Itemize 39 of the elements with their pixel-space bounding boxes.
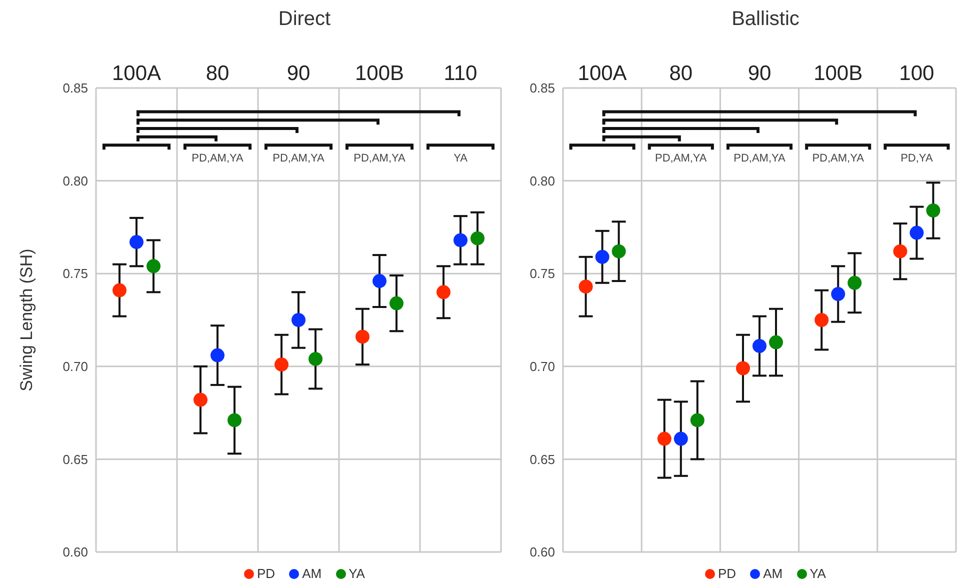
y-tick-label: 0.70 bbox=[530, 359, 555, 374]
x-tick-label: 100A bbox=[578, 62, 627, 85]
x-tick-label: 80 bbox=[669, 62, 693, 85]
annotation: YA bbox=[454, 152, 468, 164]
x-tick-label: 100 bbox=[899, 62, 934, 85]
y-tick-label: 0.60 bbox=[530, 544, 555, 560]
y-axis-title: Swing Length (SH) bbox=[17, 248, 36, 392]
legend-label: YA bbox=[348, 566, 365, 581]
y-tick-label: 0.60 bbox=[62, 544, 88, 560]
x-tick-label: 100B bbox=[814, 62, 863, 85]
chart-title: Direct bbox=[277, 8, 332, 32]
x-tick-label: 100A bbox=[112, 62, 162, 85]
legend-label: AM bbox=[302, 566, 322, 581]
x-tick-label: 90 bbox=[286, 62, 310, 85]
legend-label: PD bbox=[718, 566, 736, 581]
y-tick-label: 0.65 bbox=[62, 452, 88, 467]
x-tick-label: 100B bbox=[354, 62, 404, 85]
legend-label: AM bbox=[763, 566, 783, 581]
chart-title: Ballistic bbox=[730, 8, 800, 32]
annotation: PD,AM,YA bbox=[192, 152, 244, 164]
y-tick-label: 0.85 bbox=[62, 80, 88, 96]
x-tick-label: 80 bbox=[206, 62, 230, 85]
annotation: PD,AM,YA bbox=[655, 152, 708, 164]
x-tick-label: 90 bbox=[748, 62, 772, 85]
annotation: PD,AM,YA bbox=[354, 152, 406, 164]
annotation: PD,YA bbox=[900, 152, 934, 164]
y-tick-label: 0.80 bbox=[530, 173, 555, 188]
legend-label: YA bbox=[810, 566, 826, 581]
y-tick-label: 0.85 bbox=[530, 80, 555, 96]
annotation: PD,AM,YA bbox=[812, 152, 865, 164]
legend-label: PD bbox=[257, 566, 276, 581]
annotation: PD,AM,YA bbox=[272, 152, 326, 164]
y-tick-label: 0.70 bbox=[62, 359, 88, 374]
y-tick-label: 0.80 bbox=[62, 173, 88, 188]
annotation: PD,AM,YA bbox=[734, 152, 786, 164]
y-tick-label: 0.75 bbox=[530, 266, 555, 282]
y-tick-label: 0.75 bbox=[62, 266, 88, 282]
x-tick-label: 110 bbox=[444, 62, 478, 85]
y-tick-label: 0.65 bbox=[530, 452, 555, 467]
